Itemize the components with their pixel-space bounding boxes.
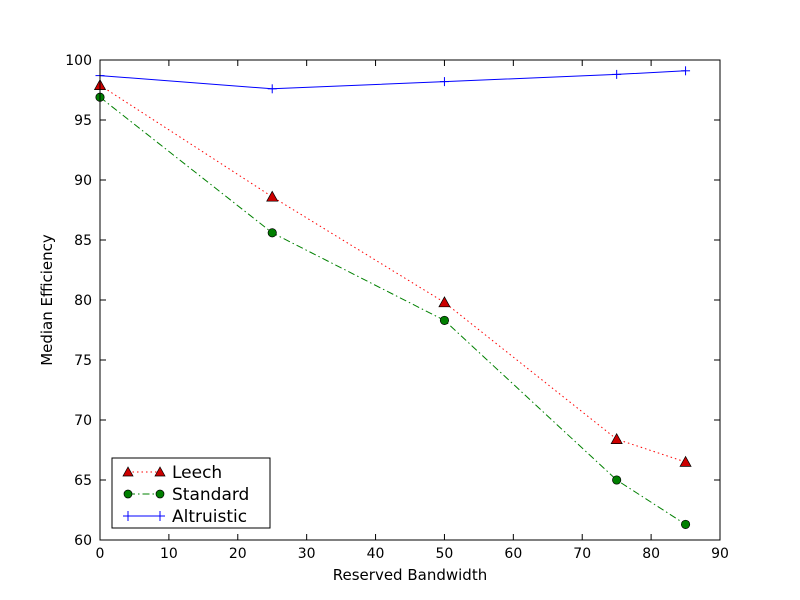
y-axis-label: Median Efficiency <box>38 234 56 366</box>
x-tick-label: 80 <box>642 546 660 562</box>
y-tick-label: 60 <box>74 533 92 549</box>
plus-marker <box>123 511 133 521</box>
y-tick-label: 70 <box>74 413 92 429</box>
circle-marker <box>155 489 165 499</box>
triangle-marker <box>266 190 279 202</box>
series-layer <box>93 66 692 529</box>
triangle-marker <box>122 466 134 477</box>
x-tick-label: 20 <box>229 546 247 562</box>
circle-marker <box>681 519 691 529</box>
circle-marker <box>267 228 277 238</box>
x-tick-label: 40 <box>367 546 385 562</box>
x-tick-label: 10 <box>160 546 178 562</box>
series-leech <box>93 78 692 467</box>
plus-marker <box>439 77 449 87</box>
plus-marker <box>267 84 277 94</box>
legend-item-leech: Leech <box>122 463 222 483</box>
triangle-marker <box>154 466 166 477</box>
x-tick-label: 50 <box>436 546 454 562</box>
legend-label: Altruistic <box>172 507 247 527</box>
circle-marker <box>439 315 449 325</box>
legend-label: Leech <box>172 463 222 483</box>
series-standard <box>95 92 691 529</box>
series-altruistic <box>95 66 691 94</box>
y-tick-label: 85 <box>74 233 92 249</box>
plus-marker <box>681 66 691 76</box>
legend-item-standard: Standard <box>123 485 249 505</box>
x-tick-label: 90 <box>711 546 729 562</box>
series-line <box>99 84 686 463</box>
y-tick-label: 80 <box>74 293 92 309</box>
legend-item-altruistic: Altruistic <box>123 507 247 527</box>
x-tick-label: 30 <box>298 546 316 562</box>
x-tick-label: 0 <box>96 546 105 562</box>
y-tick-label: 90 <box>74 173 92 189</box>
legend-label: Standard <box>172 485 249 505</box>
triangle-marker <box>438 296 451 308</box>
plus-marker <box>155 511 165 521</box>
x-axis-label: Reserved Bandwidth <box>333 566 487 584</box>
y-tick-label: 100 <box>65 53 92 69</box>
x-tick-label: 60 <box>504 546 522 562</box>
triangle-marker <box>679 455 692 467</box>
plus-marker <box>612 69 622 79</box>
x-tick-label: 70 <box>573 546 591 562</box>
y-tick-label: 95 <box>74 113 92 129</box>
series-line <box>99 70 686 90</box>
y-tick-label: 65 <box>74 473 92 489</box>
circle-marker <box>123 489 133 499</box>
ticks-layer: 0 10 20 30 40 50 60 70 80 90 60 65 70 75 80 85 90 95 100 <box>65 53 729 562</box>
y-tick-label: 75 <box>74 353 92 369</box>
circle-marker <box>612 475 622 485</box>
triangle-marker <box>610 432 623 444</box>
